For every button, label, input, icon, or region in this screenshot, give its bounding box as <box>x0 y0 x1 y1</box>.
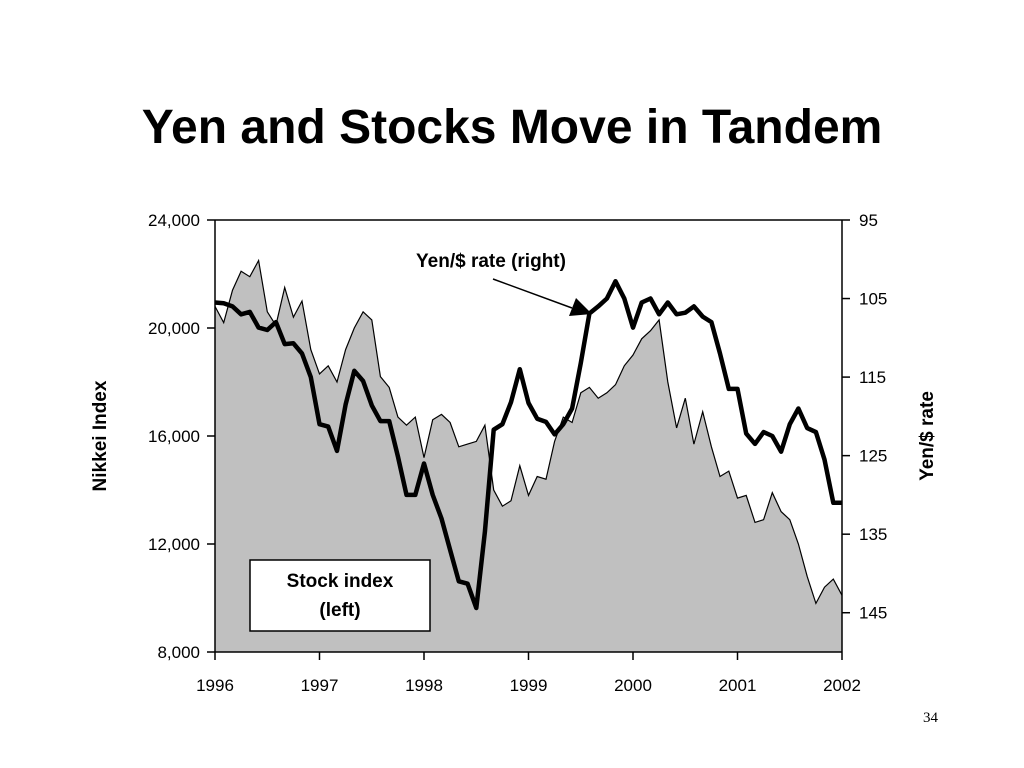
y-right-tick-label: 145 <box>859 604 887 623</box>
stock-index-area <box>214 258 843 652</box>
stock-index-outline <box>214 258 843 605</box>
y-right-tick-label: 115 <box>859 368 886 387</box>
stock-index-fill <box>215 260 842 652</box>
x-tick-label: 1996 <box>196 676 234 695</box>
yen-rate-line-group <box>214 279 842 611</box>
yen-label-arrow-shaft <box>492 278 573 309</box>
y-right-tick-label: 105 <box>859 290 887 309</box>
stock-series-label-line1: Stock index <box>287 571 394 592</box>
slide-title: Yen and Stocks Move in Tandem <box>141 101 883 154</box>
yen-label-arrowhead <box>569 298 592 316</box>
y-left-tick-label: 20,000 <box>148 319 200 338</box>
y-left-tick-label: 12,000 <box>148 535 200 554</box>
yen-series-label: Yen/$ rate (right) <box>416 251 566 272</box>
x-tick-label: 1998 <box>405 676 443 695</box>
x-tick-label: 1999 <box>510 676 548 695</box>
stock-label-box <box>249 559 431 632</box>
yen-rate-line <box>214 279 842 611</box>
y-left-tick-label: 16,000 <box>148 427 200 446</box>
x-tick-label: 1997 <box>301 676 339 695</box>
left-axis-title: Nikkei Index <box>90 380 111 491</box>
y-left-tick-label: 24,000 <box>148 211 200 230</box>
tick-labels: 1996 1997 1998 1999 2000 2001 2002 24,000 20,000… <box>148 211 887 695</box>
y-right-tick-label: 125 <box>859 447 887 466</box>
y-right-tick-label: 135 <box>859 525 887 544</box>
x-tick-label: 2002 <box>823 676 861 695</box>
x-tick-label: 2000 <box>614 676 652 695</box>
annotations: Yen/$ rate (right) Stock index (left) Ni… <box>90 251 938 632</box>
y-right-tick-label: 95 <box>859 211 878 230</box>
right-axis-title: Yen/$ rate <box>917 391 938 481</box>
stock-series-label-line2: (left) <box>319 600 360 621</box>
y-left-tick-label: 8,000 <box>157 643 200 662</box>
x-tick-label: 2001 <box>719 676 757 695</box>
page-number: 34 <box>923 710 938 726</box>
